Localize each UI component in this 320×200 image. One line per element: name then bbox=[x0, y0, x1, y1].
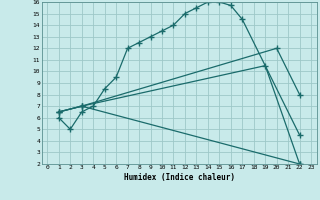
X-axis label: Humidex (Indice chaleur): Humidex (Indice chaleur) bbox=[124, 173, 235, 182]
